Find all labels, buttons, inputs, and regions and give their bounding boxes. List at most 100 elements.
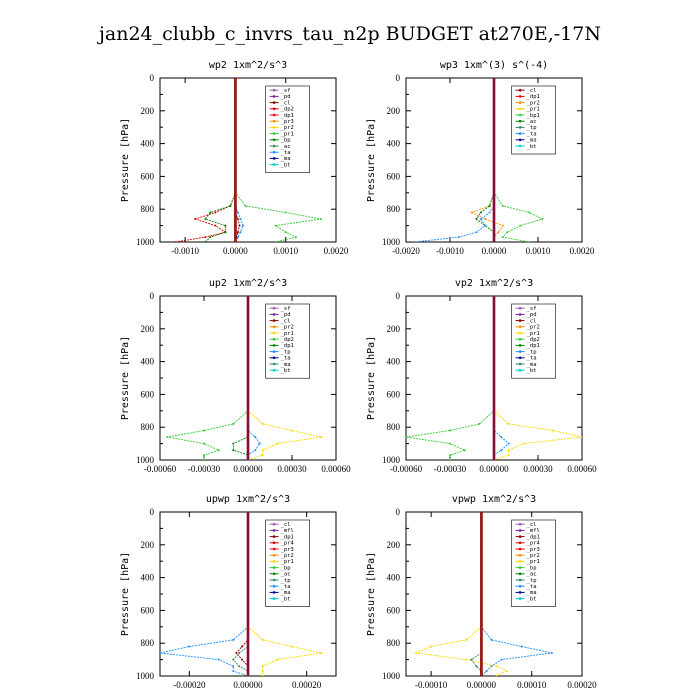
series-line-ta (414, 78, 495, 242)
legend-marker (272, 344, 276, 347)
data-point (507, 442, 510, 445)
data-point (484, 218, 487, 220)
y-tick-label: 200 (141, 106, 155, 116)
y-tick-label: 200 (387, 540, 401, 550)
data-point (274, 224, 277, 227)
y-tick-label: 0 (396, 507, 401, 517)
data-point (254, 449, 257, 452)
legend-label: _cl (527, 522, 537, 528)
data-point (500, 436, 503, 438)
data-point (475, 231, 478, 234)
data-point (241, 658, 244, 661)
data-point (500, 449, 503, 452)
data-point (522, 442, 525, 445)
legend-marker (518, 313, 522, 316)
data-point (501, 236, 504, 239)
legend-label: _bp (527, 565, 537, 571)
legend-marker (518, 362, 522, 366)
y-axis-label: Pressure [hPa] (366, 336, 377, 420)
data-point (497, 231, 500, 234)
legend: _sf_pd_cl_dp2_dp1_pr3_pr2_pr1_bp_ac_ta_m… (265, 85, 310, 173)
x-tick-label: -0.0010 (436, 246, 464, 256)
legend-label: _tp (527, 125, 537, 131)
data-point (475, 218, 478, 220)
legend-label: _dp2 (281, 107, 294, 113)
legend-box (511, 303, 556, 379)
legend-label: _ta (527, 584, 537, 590)
legend-marker (272, 113, 276, 117)
x-tick-label: 0.0010 (273, 246, 298, 256)
legend: _cl_mfl_dp1_pr4_pr3_pr2_pr1_bp_ac_tp_ta_… (265, 519, 310, 607)
data-point (520, 645, 523, 648)
data-point (242, 224, 244, 227)
series-line-tp (470, 512, 482, 676)
data-point (261, 449, 264, 452)
legend-label: _pr1 (527, 559, 540, 565)
y-tick-label: 0 (396, 73, 401, 83)
legend-marker (272, 95, 276, 98)
legend-label: _dp2 (281, 337, 294, 343)
series-line-dp2 (167, 296, 249, 460)
data-point (320, 436, 323, 438)
data-point (479, 218, 482, 220)
data-point (507, 422, 510, 425)
series-line-dp1 (235, 512, 249, 676)
y-tick-label: 600 (387, 605, 401, 615)
series-line-pr2 (470, 78, 504, 242)
panel-title: vp2 1xm^2/s^3 (455, 278, 533, 289)
legend-marker (518, 306, 522, 310)
data-point (238, 224, 241, 227)
legend-label: _ac (527, 572, 537, 578)
panel-3: vp2 1xm^2/s^3 0 200 400 600 800 1000-0.00060 -0… (366, 278, 597, 474)
data-point (204, 241, 207, 242)
legend-label: _ta (281, 150, 291, 156)
data-point (261, 638, 264, 641)
y-tick-label: 800 (141, 638, 155, 648)
data-point (500, 658, 503, 661)
data-point (204, 236, 207, 239)
legend-marker (272, 572, 276, 576)
data-point (284, 231, 287, 234)
y-tick-label: 400 (141, 357, 155, 367)
legend-label: _tp (281, 578, 291, 584)
panel-title: wp3 1xm^(3) s^(-4) (440, 60, 548, 71)
legend-label: _ta (527, 356, 537, 362)
data-point (261, 454, 264, 457)
y-tick-label: 800 (141, 204, 155, 214)
y-tick-label: 200 (387, 324, 401, 334)
legend-label: _bt (281, 368, 291, 374)
data-point (203, 442, 205, 445)
y-tick-label: 200 (141, 540, 155, 550)
legend-marker (518, 107, 522, 111)
x-tick-label: 0.00030 (277, 464, 307, 474)
data-point (471, 211, 473, 214)
legend-marker (272, 566, 276, 569)
data-point (490, 665, 493, 668)
legend-label: _cl (527, 88, 537, 94)
legend-marker (518, 584, 522, 588)
data-point (541, 218, 544, 220)
y-tick-label: 400 (387, 573, 401, 583)
legend-marker (272, 119, 276, 123)
legend-marker (518, 113, 522, 117)
legend-marker (518, 368, 522, 372)
legend-marker (272, 337, 276, 341)
data-point (254, 436, 257, 438)
data-point (465, 638, 468, 641)
data-point (495, 665, 498, 668)
legend-marker (518, 578, 522, 582)
series-line-dp2 (175, 78, 236, 242)
data-point (415, 652, 418, 654)
panel-title: upwp 1xm^2/s^3 (206, 494, 290, 505)
data-point (203, 459, 205, 460)
data-point (528, 211, 531, 214)
data-point (261, 665, 264, 668)
legend-label: _dp1 (527, 343, 540, 349)
y-tick-label: 600 (141, 605, 155, 615)
legend-marker (518, 95, 522, 98)
data-point (203, 429, 205, 432)
legend-label: _pd (281, 312, 291, 318)
data-point (519, 224, 522, 227)
x-tick-label: 0.0000 (482, 246, 507, 256)
legend-marker (272, 101, 276, 104)
